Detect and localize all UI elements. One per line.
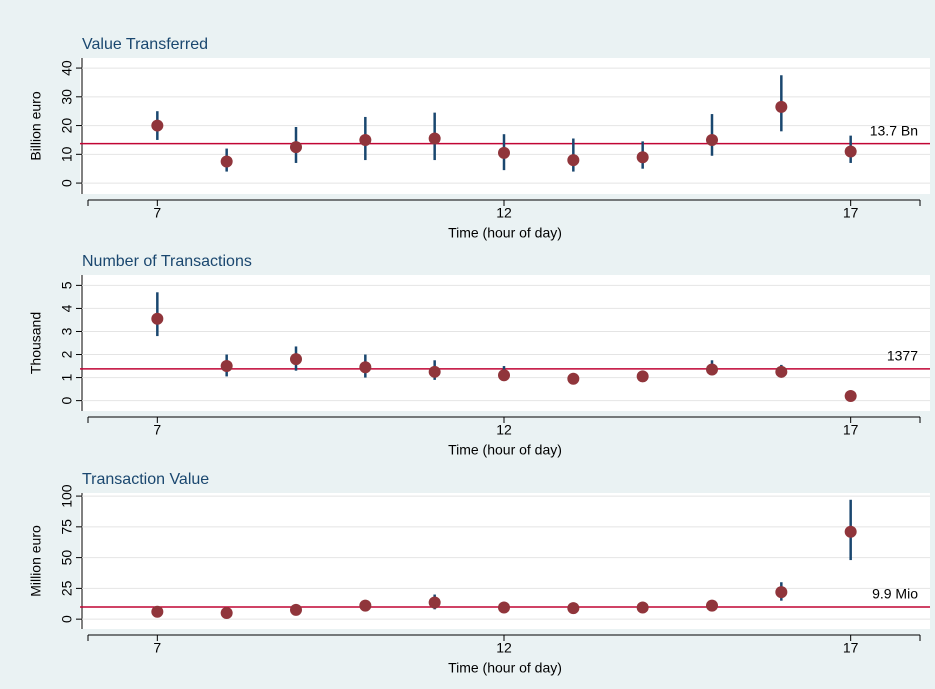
data-point [151,119,164,132]
x-tick-label: 12 [496,205,512,221]
data-point [428,596,441,609]
y-tick-label: 10 [59,146,75,162]
data-point [636,370,649,383]
data-point [220,360,233,373]
data-point [636,151,649,164]
panel-title: Transaction Value [82,471,209,488]
data-point [706,363,718,376]
x-axis-label: Time (hour of day) [448,660,562,676]
plot-area [80,275,930,411]
y-tick-label: 0 [59,615,75,623]
y-axis-label: Billion euro [28,91,44,160]
y-tick-label: 40 [59,60,75,76]
x-tick-label: 7 [153,640,161,656]
x-tick-label: 7 [153,205,161,221]
data-point [290,603,302,616]
data-point [220,607,233,619]
data-point [359,599,372,612]
data-point [636,601,649,614]
y-tick-label: 100 [59,484,75,508]
data-point [290,353,302,366]
y-tick-label: 30 [59,89,75,105]
y-tick-label: 0 [59,397,75,405]
reference-label: 1377 [887,348,918,364]
y-tick-label: 1 [59,373,75,381]
y-tick-label: 3 [59,327,75,335]
data-point [290,141,302,154]
data-point [498,146,510,159]
data-point [428,132,441,145]
x-axis-label: Time (hour of day) [448,225,562,241]
x-axis-label: Time (hour of day) [448,442,562,458]
data-point [775,586,788,599]
data-point [844,390,857,403]
y-tick-label: 50 [59,550,75,566]
data-point [498,601,510,614]
y-tick-label: 4 [59,304,75,312]
x-tick-label: 17 [843,640,859,656]
y-tick-label: 5 [59,281,75,289]
data-point [567,372,580,385]
y-axis-label: Thousand [28,312,44,374]
y-tick-label: 0 [59,179,75,187]
data-point [844,525,857,538]
data-point [567,154,580,167]
data-point [775,365,788,378]
data-point [151,605,164,618]
data-point [151,312,164,325]
y-tick-label: 25 [59,580,75,596]
y-tick-label: 20 [59,118,75,134]
panel-title: Value Transferred [82,36,208,53]
x-tick-label: 12 [496,640,512,656]
reference-label: 13.7 Bn [870,122,918,138]
data-point [498,369,510,382]
data-point [844,145,857,158]
x-tick-label: 7 [153,422,161,438]
data-point [567,602,580,615]
x-tick-label: 17 [843,422,859,438]
data-point [775,100,788,113]
y-tick-label: 75 [59,519,75,535]
panel-title: Number of Transactions [82,253,252,270]
data-point [428,365,441,378]
data-point [706,133,718,146]
reference-label: 9.9 Mio [872,586,918,602]
y-tick-label: 2 [59,350,75,358]
data-point [359,361,372,374]
data-point [220,155,233,168]
x-tick-label: 12 [496,422,512,438]
data-point [706,599,718,612]
y-axis-label: Million euro [28,525,44,597]
data-point [359,133,372,146]
x-tick-label: 17 [843,205,859,221]
